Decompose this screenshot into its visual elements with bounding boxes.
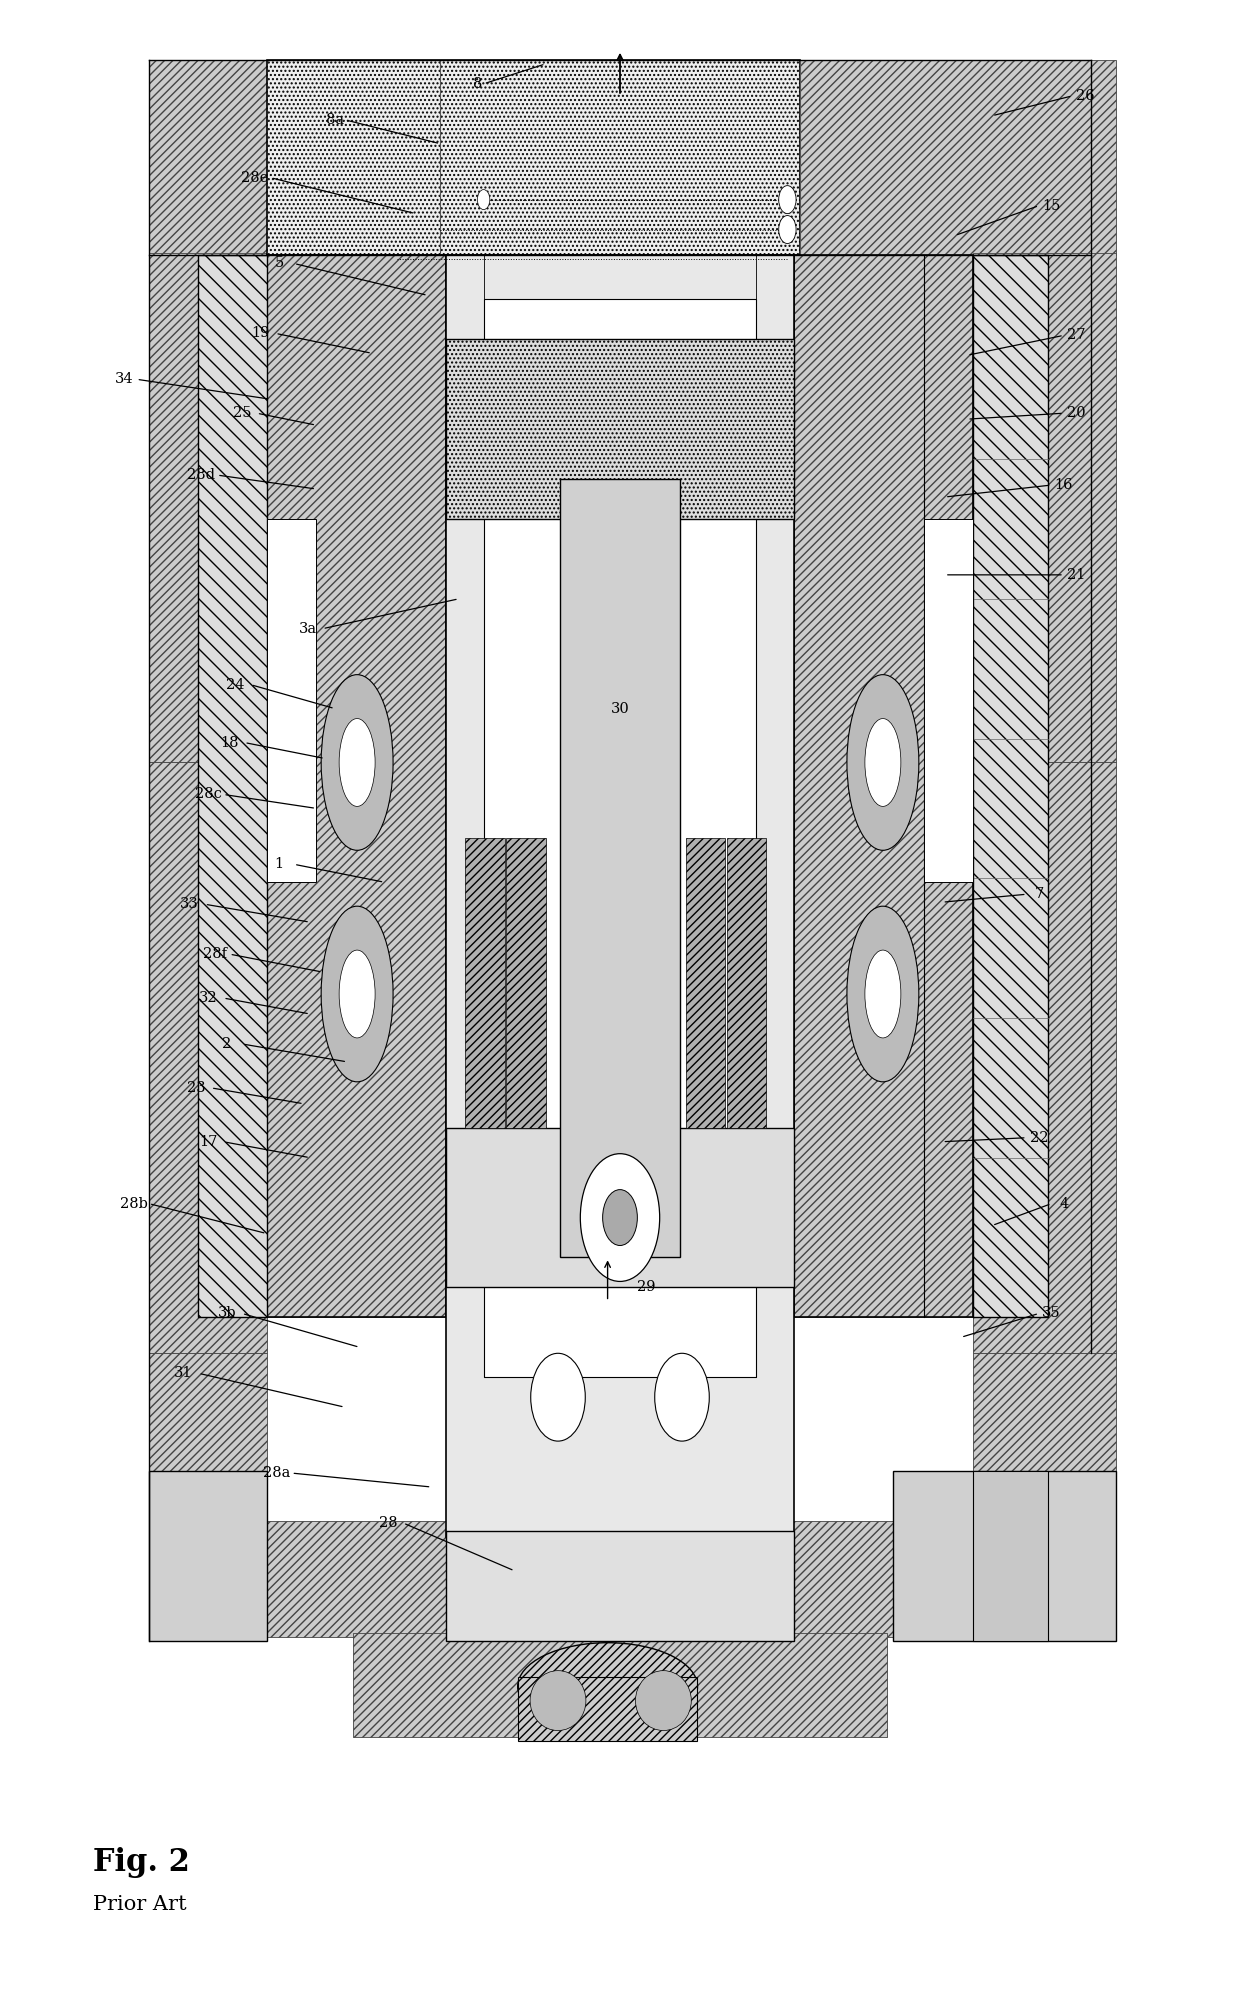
Ellipse shape bbox=[321, 675, 393, 850]
Bar bbox=[506, 838, 546, 1128]
Circle shape bbox=[779, 186, 796, 214]
Bar bbox=[446, 1128, 794, 1287]
Bar bbox=[973, 255, 1048, 1317]
Ellipse shape bbox=[847, 675, 919, 850]
Text: 28e: 28e bbox=[241, 170, 268, 186]
Text: 1: 1 bbox=[274, 856, 284, 872]
Text: 22: 22 bbox=[1030, 1130, 1048, 1146]
Bar bbox=[446, 339, 794, 519]
Text: 17: 17 bbox=[200, 1134, 217, 1150]
Text: 27: 27 bbox=[1068, 327, 1085, 343]
Text: 7: 7 bbox=[1034, 886, 1044, 902]
Circle shape bbox=[655, 1353, 709, 1441]
Text: Fig. 2: Fig. 2 bbox=[93, 1846, 190, 1878]
Text: 35: 35 bbox=[1042, 1305, 1061, 1321]
Text: 28c: 28c bbox=[195, 786, 222, 802]
Text: 18: 18 bbox=[221, 735, 238, 750]
Bar bbox=[973, 1353, 1116, 1523]
Bar bbox=[794, 255, 973, 1317]
Bar bbox=[267, 255, 446, 1317]
Text: 28f: 28f bbox=[202, 946, 227, 962]
Text: 8a: 8a bbox=[326, 112, 343, 128]
Circle shape bbox=[779, 216, 796, 244]
Bar bbox=[446, 255, 794, 1537]
Bar bbox=[149, 253, 267, 762]
Text: 34: 34 bbox=[114, 371, 134, 387]
Bar bbox=[149, 1521, 461, 1637]
Text: 28: 28 bbox=[378, 1515, 398, 1531]
Text: 20: 20 bbox=[1066, 405, 1086, 421]
Ellipse shape bbox=[866, 719, 900, 806]
Ellipse shape bbox=[518, 1643, 697, 1731]
Text: 2: 2 bbox=[222, 1036, 232, 1052]
Text: 32: 32 bbox=[198, 990, 218, 1006]
Text: 24: 24 bbox=[227, 677, 244, 693]
Text: 31: 31 bbox=[175, 1365, 192, 1381]
Ellipse shape bbox=[339, 719, 374, 806]
Bar bbox=[149, 1353, 267, 1523]
Circle shape bbox=[477, 190, 490, 210]
Text: 8: 8 bbox=[472, 76, 482, 92]
Ellipse shape bbox=[321, 906, 393, 1082]
Circle shape bbox=[531, 1353, 585, 1441]
Bar bbox=[484, 299, 756, 1377]
Bar bbox=[465, 838, 505, 1128]
Bar bbox=[560, 479, 680, 1257]
Bar bbox=[149, 762, 267, 1353]
Text: 28a: 28a bbox=[263, 1465, 290, 1481]
Ellipse shape bbox=[636, 1671, 692, 1731]
Text: 21: 21 bbox=[1068, 567, 1085, 583]
Bar bbox=[794, 255, 973, 1317]
Text: 5: 5 bbox=[274, 255, 284, 271]
Text: 33: 33 bbox=[180, 896, 200, 912]
Text: 16: 16 bbox=[1055, 477, 1073, 493]
Bar bbox=[149, 1471, 267, 1641]
Bar bbox=[727, 838, 766, 1128]
Text: 23: 23 bbox=[186, 1080, 206, 1096]
Bar bbox=[149, 60, 440, 255]
Text: 29: 29 bbox=[637, 1279, 656, 1295]
Text: 28d: 28d bbox=[187, 467, 215, 483]
Text: 15: 15 bbox=[1043, 198, 1060, 214]
Bar bbox=[779, 1521, 1116, 1637]
Bar bbox=[446, 1531, 794, 1641]
Ellipse shape bbox=[866, 950, 900, 1038]
Text: 4: 4 bbox=[1059, 1196, 1069, 1212]
Text: 25: 25 bbox=[233, 405, 250, 421]
Text: 26: 26 bbox=[1075, 88, 1095, 104]
Text: Prior Art: Prior Art bbox=[93, 1894, 187, 1914]
Bar bbox=[267, 60, 800, 255]
Bar bbox=[198, 255, 267, 1317]
Bar bbox=[924, 519, 973, 882]
Bar bbox=[893, 1471, 1116, 1641]
Ellipse shape bbox=[339, 950, 374, 1038]
Text: 28b: 28b bbox=[120, 1196, 148, 1212]
Ellipse shape bbox=[531, 1671, 585, 1731]
Circle shape bbox=[580, 1154, 660, 1281]
Text: 3b: 3b bbox=[217, 1305, 237, 1321]
Text: 3a: 3a bbox=[299, 621, 316, 637]
Bar bbox=[973, 253, 1116, 762]
Bar bbox=[267, 255, 446, 1317]
Bar bbox=[973, 1471, 1048, 1641]
Text: 19: 19 bbox=[252, 325, 269, 341]
Bar bbox=[518, 1677, 697, 1741]
Text: 30: 30 bbox=[610, 701, 630, 717]
Bar bbox=[800, 60, 1116, 255]
Bar bbox=[267, 519, 316, 882]
Bar bbox=[973, 762, 1116, 1353]
Circle shape bbox=[603, 1190, 637, 1246]
Bar bbox=[353, 1633, 887, 1737]
Ellipse shape bbox=[847, 906, 919, 1082]
Bar bbox=[686, 838, 725, 1128]
